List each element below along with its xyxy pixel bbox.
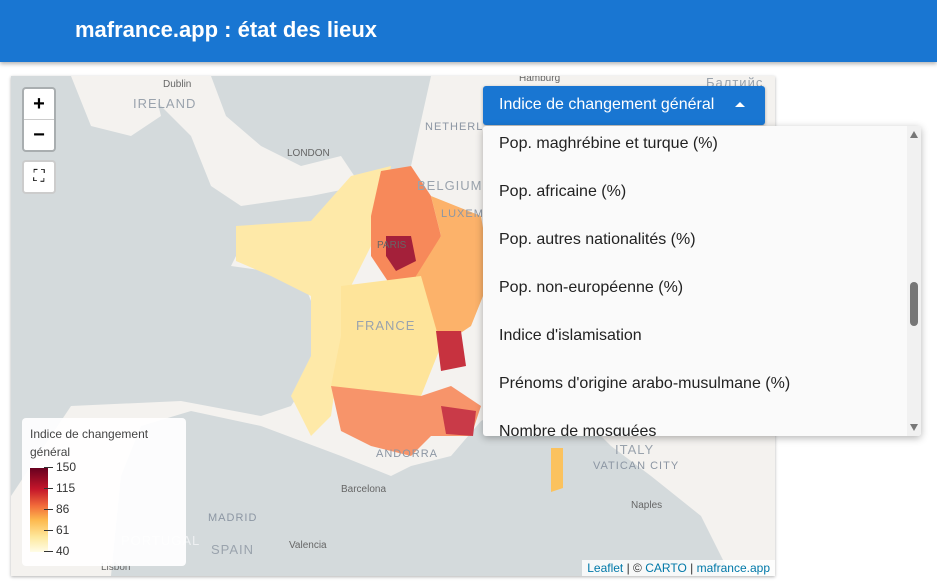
option-pop-autres[interactable]: Pop. autres nationalités (%) — [499, 231, 696, 248]
label-paris: PARIS — [377, 240, 407, 251]
label-netherlands: NETHERL — [425, 121, 484, 133]
zoom-out-button[interactable]: − — [33, 124, 45, 146]
label-valencia: Valencia — [289, 540, 327, 551]
fullscreen-button[interactable]: ⛶ — [22, 160, 56, 194]
region-marseille — [441, 406, 476, 436]
dropdown-scrollbar[interactable] — [907, 126, 921, 436]
region-lyon — [436, 331, 466, 371]
legend-title: Indice de changement général — [30, 427, 149, 459]
label-belgium: BELGIUM — [417, 178, 483, 193]
region-paris — [386, 236, 416, 271]
label-dublin: Dublin — [163, 79, 192, 90]
label-ireland: IRELAND — [133, 96, 197, 111]
mafrance-link[interactable]: mafrance.app — [696, 561, 770, 575]
fullscreen-icon: ⛶ — [33, 168, 45, 185]
map-attribution: Leaflet | © CARTO | mafrance.app — [582, 560, 775, 576]
scrollbar-thumb[interactable] — [910, 282, 918, 326]
legend-tick: 40 — [44, 544, 69, 558]
option-pop-africaine[interactable]: Pop. africaine (%) — [499, 183, 627, 200]
app-title: mafrance.app : état des lieux — [75, 17, 377, 42]
label-madrid: MADRID — [208, 512, 258, 524]
indicator-dropdown: Pop. maghrébine et turque (%) Pop. afric… — [483, 126, 921, 436]
region-france-west — [236, 166, 391, 436]
scroll-up-icon[interactable] — [910, 131, 918, 138]
zoom-in-button[interactable]: + — [24, 89, 54, 120]
carto-link[interactable]: CARTO — [645, 561, 687, 575]
land-corsica — [551, 448, 563, 492]
option-mosquees[interactable]: Nombre de mosquées — [499, 423, 657, 436]
label-italy: ITALY — [615, 442, 655, 457]
option-prenoms[interactable]: Prénoms d'origine arabo-musulmane (%) — [499, 375, 791, 392]
legend-tick: 61 — [44, 523, 69, 537]
map-legend: Indice de changement général 150 115 86 … — [22, 418, 186, 566]
label-lisbon: Lisbon — [101, 562, 131, 573]
label-spain: SPAIN — [211, 542, 255, 557]
region-france-center — [331, 276, 441, 406]
label-andorra: ANDORRA — [376, 448, 439, 460]
legend-tick: 86 — [44, 502, 69, 516]
label-luxembourg: LUXEM — [441, 208, 484, 220]
legend-tick: 115 — [44, 481, 75, 495]
label-hamburg: Hamburg — [519, 76, 561, 84]
caret-up-icon — [735, 102, 745, 107]
indicator-select[interactable]: Indice de changement général — [483, 86, 765, 125]
label-france: FRANCE — [356, 318, 416, 333]
land-uk-ireland — [71, 76, 361, 206]
region-south — [331, 386, 481, 456]
region-france-east — [411, 196, 491, 346]
scroll-down-icon[interactable] — [910, 424, 918, 431]
legend-color-scale — [30, 468, 48, 552]
label-london: LONDON — [287, 148, 330, 159]
legend-tick: 150 — [44, 460, 76, 474]
option-islamisation[interactable]: Indice d'islamisation — [499, 327, 642, 344]
zoom-control: + − — [22, 87, 56, 152]
label-vatican: VATICAN CITY — [593, 460, 680, 472]
option-pop-maghrebine[interactable]: Pop. maghrébine et turque (%) — [499, 135, 718, 152]
app-header: mafrance.app : état des lieux — [0, 0, 937, 62]
option-pop-non-europeenne[interactable]: Pop. non-européenne (%) — [499, 279, 684, 296]
label-barcelona: Barcelona — [341, 484, 387, 495]
leaflet-link[interactable]: Leaflet — [587, 561, 624, 575]
label-naples: Naples — [631, 500, 663, 511]
select-value: Indice de changement général — [499, 96, 715, 113]
